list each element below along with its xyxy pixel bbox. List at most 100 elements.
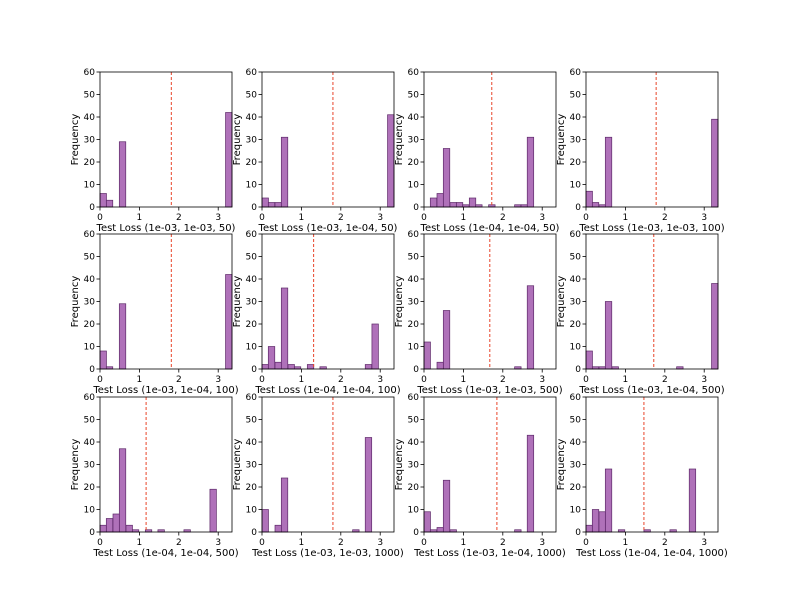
histogram-bar [711,283,719,370]
x-axis-label: Test Loss (1e-03, 1e-04, 50) [258,223,398,234]
x-axis-label: Test Loss (1e-03, 1e-04, 1000) [413,548,566,559]
y-tick-label: 50 [246,416,258,426]
y-axis-label: Frequency [232,276,243,328]
histogram-bar [118,141,127,208]
histogram-bar [280,136,289,208]
y-tick-label: 0 [413,203,419,213]
y-axis-label: Frequency [70,276,81,328]
histogram-bar [436,193,444,208]
y-tick-label: 40 [570,438,582,448]
y-axis-label: Frequency [556,439,567,491]
y-tick-label: 0 [413,365,419,375]
y-tick-label: 30 [408,461,420,471]
y-tick-label: 20 [408,158,420,168]
x-tick-label: 1 [623,213,629,223]
histogram-bar [604,136,613,208]
y-axis-label: Frequency [232,439,243,491]
x-tick-label: 1 [299,213,305,223]
y-tick-label: 10 [408,181,420,191]
y-tick-label: 10 [246,506,258,516]
y-tick-label: 40 [84,438,96,448]
x-tick-label: 2 [500,213,506,223]
histogram-bar [261,197,269,208]
x-tick-label: 3 [701,213,707,223]
y-tick-label: 60 [84,230,96,240]
x-tick-label: 3 [377,375,383,385]
x-axis-label: Test Loss (1e-03, 1e-03, 1000) [251,548,404,559]
y-tick-label: 50 [570,253,582,263]
histogram-bar [306,364,315,370]
y-tick-label: 50 [408,253,420,263]
y-tick-label: 0 [251,365,257,375]
y-axis-label: Frequency [394,114,405,166]
x-axis-label: Test Loss (1e-03, 1e-03, 50) [96,223,236,234]
x-tick-label: 2 [662,375,668,385]
y-tick-label: 30 [84,136,96,146]
x-tick-label: 1 [137,213,143,223]
histogram-bar [585,524,593,533]
y-tick-label: 60 [84,393,96,403]
x-tick-label: 3 [539,213,545,223]
histogram-bar [598,511,606,533]
y-tick-label: 60 [570,68,582,78]
histogram-bar [280,477,289,533]
y-tick-label: 40 [84,113,96,123]
histogram-bar [526,285,535,370]
y-axis-label: Frequency [556,276,567,328]
x-tick-label: 1 [623,538,629,548]
y-tick-label: 0 [89,365,95,375]
x-axis-label: Test Loss (1e-04, 1e-04, 50) [420,223,560,234]
y-tick-label: 50 [408,91,420,101]
y-tick-label: 40 [408,113,420,123]
x-tick-label: 0 [97,375,103,385]
y-tick-label: 20 [84,320,96,330]
y-tick-label: 50 [84,253,96,263]
histogram-bar [99,193,107,208]
y-tick-label: 0 [575,203,581,213]
x-tick-label: 0 [97,213,103,223]
histogram-bar [423,511,431,533]
histogram-bar [274,524,282,533]
histogram-bar [364,437,373,533]
y-tick-label: 0 [413,528,419,538]
y-tick-label: 20 [570,320,582,330]
histogram-bar [455,202,464,208]
histogram-bar [261,509,269,533]
x-tick-label: 3 [701,538,707,548]
y-tick-label: 50 [246,91,258,101]
histogram-bar [604,468,613,533]
histogram-bar [688,468,697,533]
y-tick-label: 30 [246,461,258,471]
x-tick-label: 2 [500,538,506,548]
histogram-bar [99,350,107,370]
x-tick-label: 0 [421,375,427,385]
y-tick-label: 40 [570,275,582,285]
y-tick-label: 20 [246,158,258,168]
x-tick-label: 2 [176,213,182,223]
histogram-bar [267,346,276,370]
x-tick-label: 1 [623,375,629,385]
y-tick-label: 60 [408,393,420,403]
y-tick-label: 20 [570,158,582,168]
x-tick-label: 2 [500,375,506,385]
y-tick-label: 30 [84,461,96,471]
x-tick-label: 0 [583,538,589,548]
y-tick-label: 10 [408,506,420,516]
y-tick-label: 60 [408,230,420,240]
x-tick-label: 2 [662,213,668,223]
y-tick-label: 20 [408,483,420,493]
y-tick-label: 60 [246,230,258,240]
histogram-bar [267,202,276,208]
x-tick-label: 3 [215,538,221,548]
x-tick-label: 1 [299,538,305,548]
histogram-bar [209,488,217,533]
y-tick-label: 20 [84,158,96,168]
y-tick-label: 10 [570,343,582,353]
y-tick-label: 10 [84,506,96,516]
y-tick-label: 30 [246,298,258,308]
